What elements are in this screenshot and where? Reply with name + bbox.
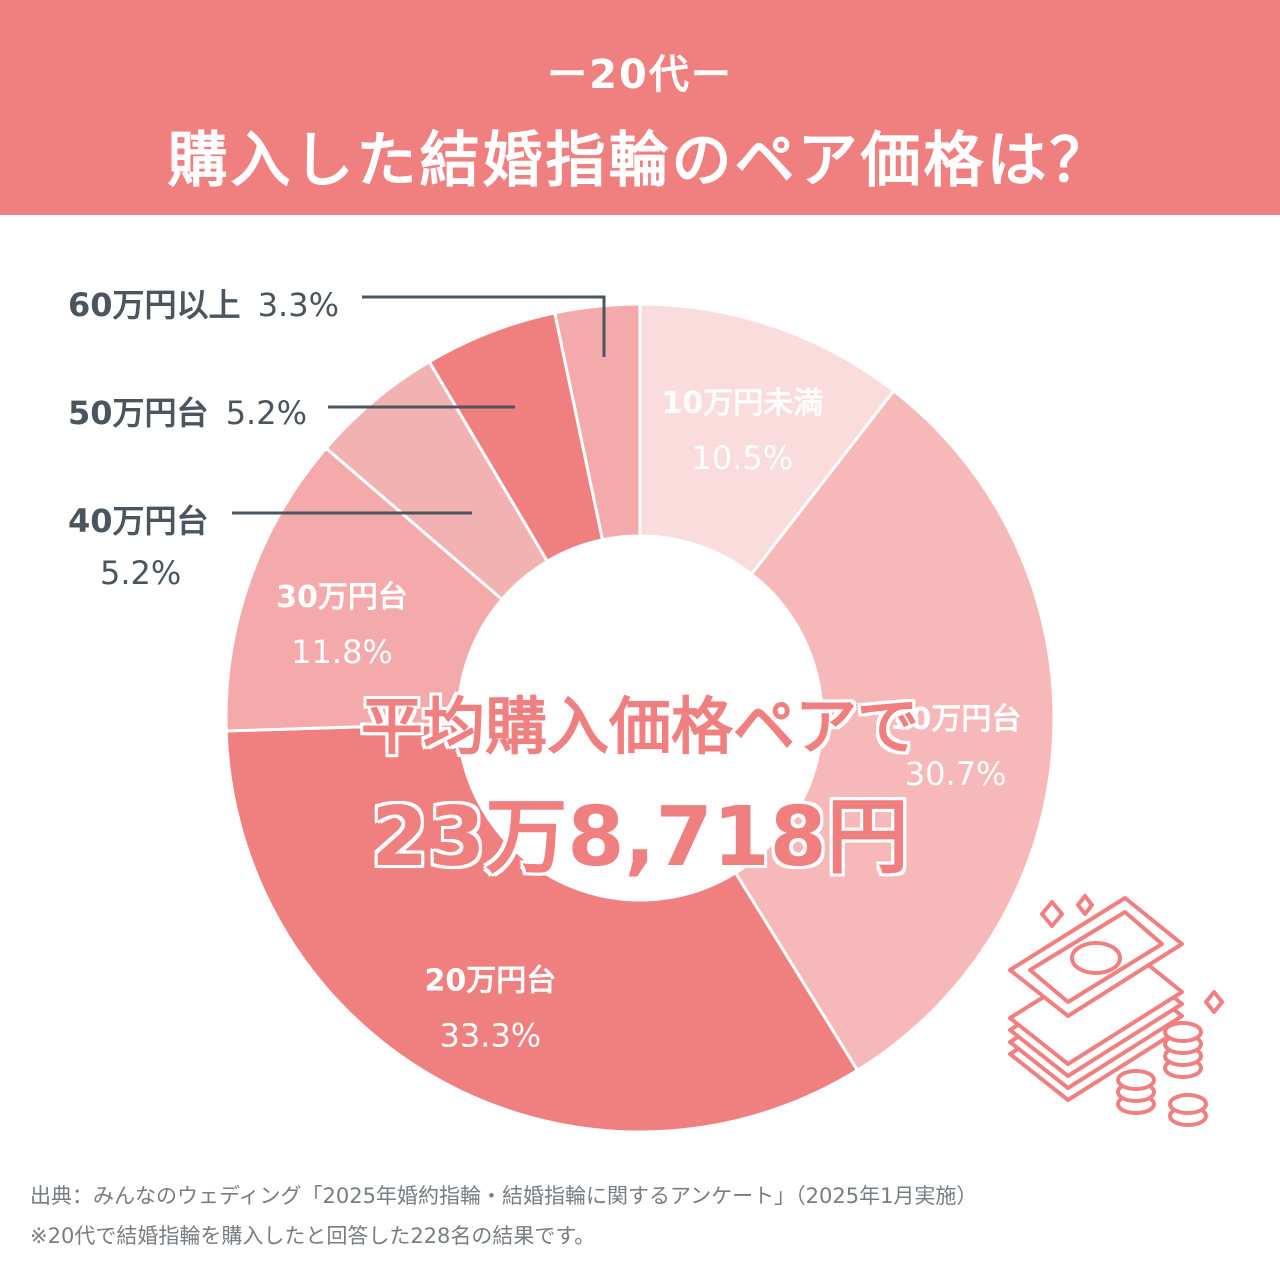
slice-1 [733,388,1056,1073]
slice-pct-0: 10.5% [692,439,794,477]
slice-pct-60: 3.3% [257,286,339,324]
slice-pct-3: 11.8% [291,633,393,671]
label-60-man-over: 60万円以上 3.3% [68,280,339,326]
slice-pct-1: 30.7% [905,755,1007,793]
slice-label-40: 40万円台 [68,502,209,540]
slice-label-60: 60万円以上 [68,286,241,324]
slice-pct-50: 5.2% [225,394,307,432]
slice-label-2: 20万円台 [425,963,557,998]
leader-line-60 [362,295,606,357]
respondent-note: ※20代で結婚指輪を購入したと回答した228名の結果です。 [30,1224,596,1248]
age-group-subtitle: ー20代ー [547,52,733,98]
page-title: 購入した結婚指輪のペア価格は？ [167,126,1113,196]
leader-lines [232,295,606,515]
average-price-value: 23万8,718円 [371,790,909,885]
slice-6 [552,302,642,542]
slice-pct-2: 33.3% [440,1016,542,1054]
label-50-man: 50万円台 5.2% [68,388,307,434]
slice-label-0: 10万円未満 [661,386,823,421]
source-note: 出典：みんなのウェディング「2025年婚約指輪・結婚指輪に関するアンケート」（2… [30,1184,978,1208]
slice-2 [224,722,860,1134]
header-banner: ー20代ー 購入した結婚指輪のペア価格は？ [0,0,1280,215]
slice-3 [224,446,505,733]
slice-0 [638,302,896,577]
slice-label-3: 30万円台 [276,580,408,615]
slice-pct-40: 5.2% [100,554,182,592]
slice-label-1: 10万円台 [890,702,1022,737]
slice-label-50: 50万円台 [68,394,209,432]
money-stack-coins-icon [1008,894,1224,1127]
average-price-caption: 平均購入価格ペアで [360,690,919,763]
